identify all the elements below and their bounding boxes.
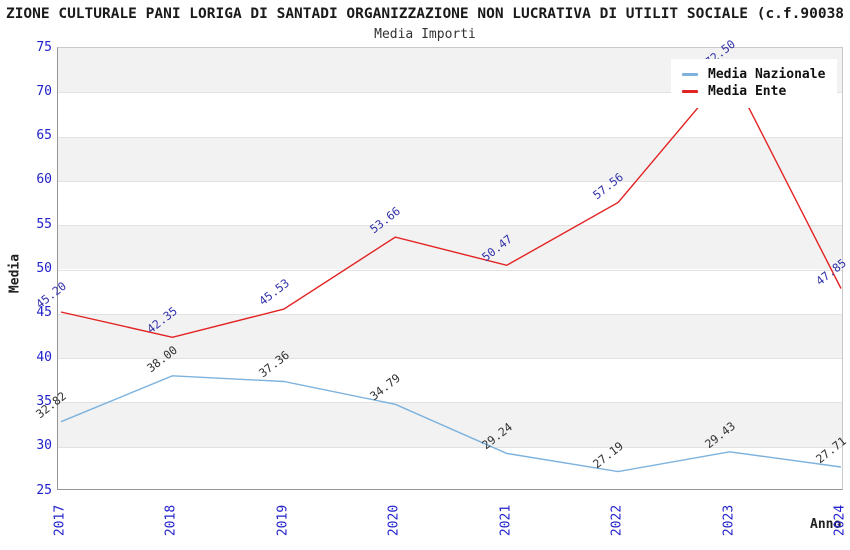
y-tick-label: 50 — [36, 261, 52, 276]
gridline — [58, 92, 842, 94]
legend-item-0: Media Nazionale — [682, 66, 825, 83]
legend-label: Media Ente — [708, 84, 787, 99]
gridline — [58, 402, 842, 404]
legend-label: Media Nazionale — [708, 67, 826, 82]
gridline — [58, 136, 842, 138]
gridline — [58, 313, 842, 315]
y-tick-label: 75 — [36, 39, 52, 55]
x-tick-label: 2023 — [721, 504, 737, 537]
y-tick-label: 35 — [36, 393, 52, 409]
chart-subtitle: Media Importi — [374, 27, 476, 42]
series-line-1 — [60, 68, 842, 339]
plot-area — [57, 47, 843, 490]
gridline — [58, 180, 842, 182]
x-tick-label: 2019 — [275, 504, 291, 537]
y-tick-label: 55 — [36, 216, 52, 232]
gridline — [58, 446, 842, 448]
gridline — [58, 269, 842, 271]
y-tick-label: 65 — [36, 128, 52, 144]
y-tick-label: 70 — [36, 83, 52, 99]
y-tick-label: 60 — [36, 172, 52, 188]
gridline — [58, 358, 842, 360]
y-tick-label: 30 — [36, 438, 52, 454]
series-line-0 — [60, 375, 842, 473]
plot-band — [58, 402, 842, 447]
gridline — [58, 225, 842, 227]
x-tick-label: 2024 — [832, 504, 848, 537]
x-axis-title: Anno — [810, 517, 842, 532]
x-tick-label: 2018 — [163, 504, 179, 537]
plot-band — [58, 136, 842, 181]
plot-band — [58, 313, 842, 359]
legend: Media Nazionale Media Ente — [671, 59, 838, 108]
x-tick-label: 2020 — [386, 504, 402, 537]
y-tick-label: 45 — [36, 305, 52, 321]
x-tick-label: 2021 — [498, 504, 514, 537]
plot-band — [58, 225, 842, 270]
legend-swatch-icon — [682, 73, 698, 76]
legend-item-1: Media Ente — [682, 83, 825, 100]
y-tick-label: 40 — [36, 349, 52, 365]
chart-title: ZIONE CULTURALE PANI LORIGA DI SANTADI O… — [5, 6, 845, 22]
y-tick-label: 25 — [36, 482, 52, 498]
legend-swatch-icon — [682, 90, 698, 93]
x-tick-label: 2017 — [52, 504, 68, 537]
x-tick-label: 2022 — [609, 504, 625, 537]
